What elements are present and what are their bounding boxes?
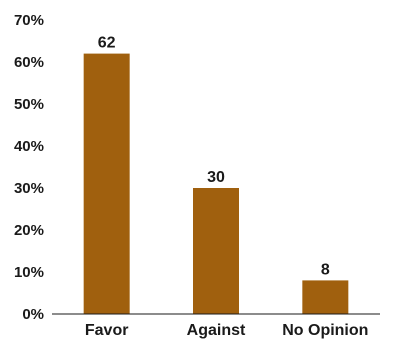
category-labels: Favor Against No Opinion [85, 322, 369, 339]
y-tick-label: 40% [14, 138, 44, 155]
data-label: 30 [207, 169, 225, 186]
y-tick-label: 30% [14, 180, 44, 197]
data-label: 8 [321, 261, 330, 278]
bar-against [193, 188, 239, 314]
y-tick-label: 10% [14, 264, 44, 281]
category-label: No Opinion [282, 322, 368, 339]
bars [83, 53, 349, 314]
bar-no-opinion [302, 280, 349, 314]
category-label: Against [187, 322, 246, 339]
y-axis-ticks: 0% 10% 20% 30% 40% 50% 60% 70% [14, 12, 44, 323]
category-label: Favor [85, 322, 129, 339]
y-tick-label: 60% [14, 54, 44, 71]
y-tick-label: 70% [14, 12, 44, 29]
y-tick-label: 50% [14, 96, 44, 113]
bar-favor [83, 53, 130, 314]
data-label: 62 [98, 35, 116, 52]
y-tick-label: 0% [22, 306, 44, 323]
data-labels: 62 30 8 [98, 35, 330, 279]
y-tick-label: 20% [14, 222, 44, 239]
